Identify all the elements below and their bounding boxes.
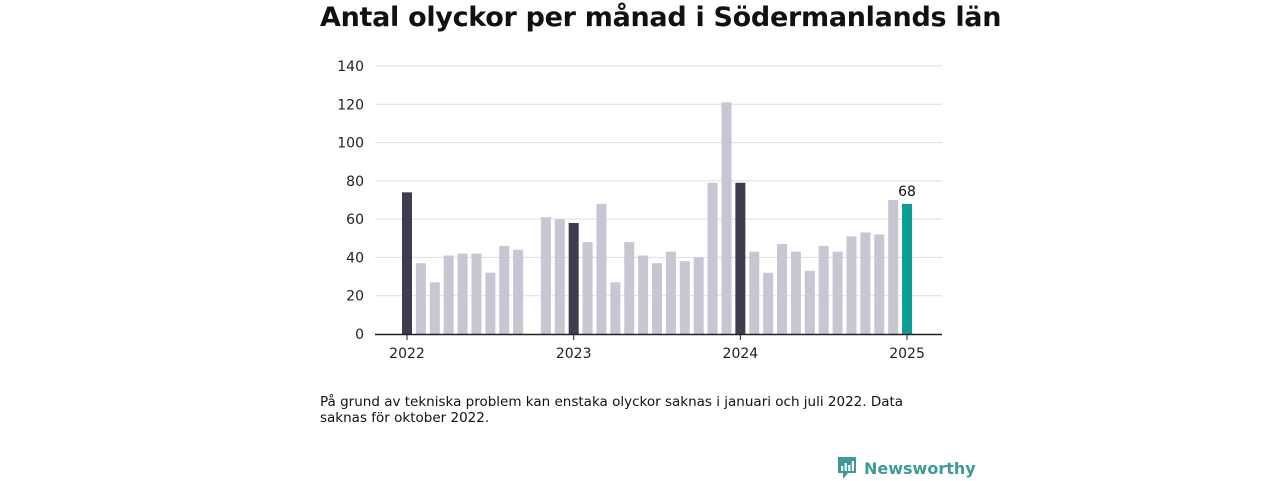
bar — [721, 102, 732, 334]
data-label-latest: 68 — [898, 184, 916, 200]
y-tick-label: 140 — [337, 59, 364, 75]
data-labels: 68 — [898, 184, 916, 200]
brand-logo[interactable]: Newsworthy — [836, 455, 976, 481]
x-tick-label: 2022 — [389, 346, 425, 362]
bar — [471, 253, 482, 334]
bar — [610, 282, 621, 334]
x-tick-label: 2024 — [723, 346, 759, 362]
bar — [402, 192, 412, 334]
bar — [429, 282, 440, 334]
footnote: På grund av tekniska problem kan enstaka… — [320, 394, 904, 426]
bar — [582, 242, 593, 334]
bar — [415, 263, 426, 334]
y-tick-label: 20 — [346, 289, 364, 305]
bar — [832, 251, 843, 334]
bar — [513, 249, 524, 334]
bar — [888, 200, 899, 334]
bar — [902, 203, 913, 334]
bar — [846, 236, 857, 334]
x-tick-label: 2023 — [556, 346, 592, 362]
bar — [749, 251, 760, 334]
bar — [860, 232, 871, 334]
bar — [554, 219, 565, 334]
y-tick-label: 100 — [337, 136, 364, 152]
bar — [707, 182, 718, 334]
bar — [665, 251, 676, 334]
bar — [638, 255, 649, 334]
bar — [790, 251, 801, 334]
bar — [679, 261, 690, 334]
y-tick-label: 0 — [355, 327, 364, 343]
bars — [402, 102, 913, 334]
y-tick-label: 60 — [346, 212, 364, 228]
bar — [652, 263, 663, 334]
bar — [596, 203, 607, 334]
bar — [624, 242, 635, 334]
bar — [485, 272, 496, 334]
bar — [874, 234, 885, 334]
y-tick-label: 120 — [337, 97, 364, 113]
bar — [499, 245, 510, 334]
y-tick-label: 80 — [346, 174, 364, 190]
bar — [777, 244, 788, 334]
bar — [818, 245, 829, 334]
newsworthy-icon — [838, 457, 856, 479]
bar — [693, 257, 704, 334]
grid-lines — [375, 65, 942, 297]
brand-name: Newsworthy — [864, 458, 976, 478]
bar — [735, 182, 746, 334]
bar — [568, 222, 579, 334]
bar — [763, 272, 774, 334]
chart-title: Antal olyckor per månad i Södermanlands … — [320, 2, 1002, 33]
bar — [804, 270, 815, 334]
bar — [457, 253, 468, 334]
y-tick-label: 40 — [346, 250, 364, 266]
x-axis-ticks: 2022 2023 2024 2025 — [389, 334, 925, 362]
bar — [540, 217, 551, 334]
bar — [443, 255, 454, 334]
y-axis-ticks: 0 20 40 60 80 100 120 140 — [337, 59, 364, 343]
x-tick-label: 2025 — [889, 346, 925, 362]
